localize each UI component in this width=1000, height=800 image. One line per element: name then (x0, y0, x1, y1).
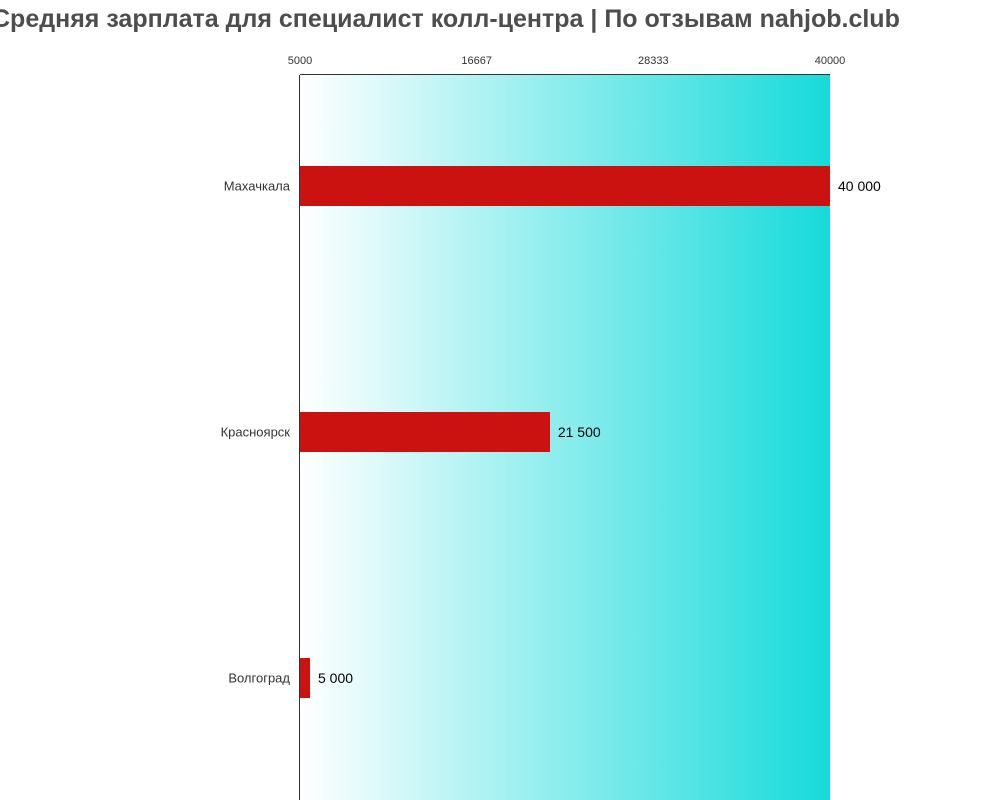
bar (300, 658, 310, 698)
x-tick-label: 5000 (288, 55, 312, 67)
bar-value-label: 40 000 (838, 178, 881, 194)
x-tick-label: 16667 (461, 55, 492, 67)
bar-value-label: 5 000 (318, 670, 353, 686)
bar-value-label: 21 500 (558, 424, 601, 440)
x-tick-label: 28333 (638, 55, 669, 67)
y-tick-label: Красноярск (221, 425, 290, 440)
bar (300, 412, 550, 452)
y-tick-label: Волгоград (228, 671, 290, 686)
x-axis-line (300, 74, 830, 75)
plot-area: 5000166672833340000Махачкала40 000Красно… (300, 75, 830, 800)
y-tick-label: Махачкала (224, 179, 290, 194)
chart-title: Средняя зарплата для специалист колл-цен… (0, 5, 900, 34)
x-tick-label: 40000 (815, 55, 846, 67)
bar (300, 166, 830, 206)
